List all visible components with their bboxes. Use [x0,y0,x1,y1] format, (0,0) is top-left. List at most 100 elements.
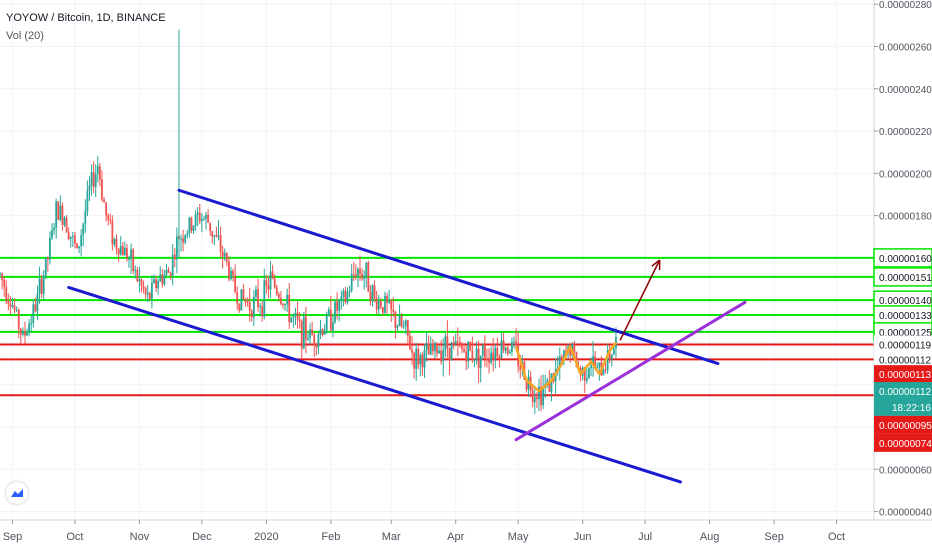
candle [467,340,470,369]
candle [157,278,160,295]
candle-body [155,279,157,289]
candle [315,342,318,356]
tradingview-logo-icon[interactable] [6,482,28,504]
candle-body [515,341,517,345]
candle-body [311,329,314,335]
candle-body [535,397,538,400]
candle [63,216,66,227]
candle [448,347,451,375]
candle [21,327,24,337]
candle [109,213,112,225]
candle-body [13,305,16,311]
candle [329,295,332,332]
candle [361,268,363,281]
logo-glyph-icon [11,489,23,497]
candle-body [298,319,301,322]
candle [180,234,182,252]
candle-body [361,274,363,279]
candle-body [519,366,522,370]
candle [384,291,386,315]
candle [371,283,374,307]
candle-body [121,246,124,256]
candle [140,278,143,293]
rising-support-line [514,300,747,442]
upper-channel-line [177,188,720,366]
candle [223,248,226,262]
candle [596,362,599,369]
candle [494,344,497,369]
candle [377,295,380,315]
candle-body [560,356,563,362]
candle [121,241,124,256]
candle-body [494,347,497,360]
candle-body [82,223,85,236]
candle-body [305,316,307,340]
candle-body [132,249,135,272]
candle-body [477,348,480,369]
candle [80,229,83,257]
candle [190,216,193,234]
candle-body [188,217,191,234]
candle-body [367,262,370,292]
level-label: 0.00000112 [879,355,932,366]
candle-body [9,303,12,307]
candle [49,231,51,265]
candle [244,298,247,307]
candle-body [413,352,416,369]
candle-body [446,336,449,348]
candle-body [240,289,243,311]
candle [0,272,1,278]
candle-body [444,336,447,351]
candle-body [327,309,330,315]
candle-body [242,289,245,300]
candle [151,275,153,309]
candle [117,248,120,262]
candle [498,354,501,368]
candle [173,247,176,268]
candle [90,164,93,196]
candle-body [203,218,205,220]
candle-body [200,218,203,222]
candle [354,264,357,280]
candle-body [490,352,493,363]
candle [34,297,37,313]
candle-body [590,365,592,369]
candle [604,363,607,374]
price-badge-box [874,415,932,434]
candle-body [565,350,567,354]
candle [107,213,110,226]
x-tick-label: Sep [764,531,784,543]
candle-body [67,232,70,239]
candle [535,391,538,408]
candle-body [315,345,318,348]
symbol-title: YOYOW / Bitcoin, 1D, BINANCE [6,12,166,24]
candle [350,264,353,293]
candle [419,352,422,377]
candle-body [377,301,380,310]
candle [98,162,101,187]
candle [458,336,461,348]
candle [442,338,445,377]
candle-body [342,290,345,297]
candle [40,274,43,299]
candle-body [340,296,343,301]
candle [167,267,170,273]
candle [265,274,268,294]
candle [321,328,324,337]
candle [298,312,301,329]
candle [421,352,424,376]
candle [334,299,336,325]
candle [74,231,76,249]
x-tick-label: Mar [382,531,401,543]
candle-body [531,390,534,403]
candle [504,346,507,354]
candle [332,315,334,338]
candle [9,296,12,315]
x-tick-label: 2020 [254,531,278,543]
candle-body [80,235,83,247]
candle [610,353,613,367]
candle-body [21,331,24,335]
candle-body [217,235,220,237]
